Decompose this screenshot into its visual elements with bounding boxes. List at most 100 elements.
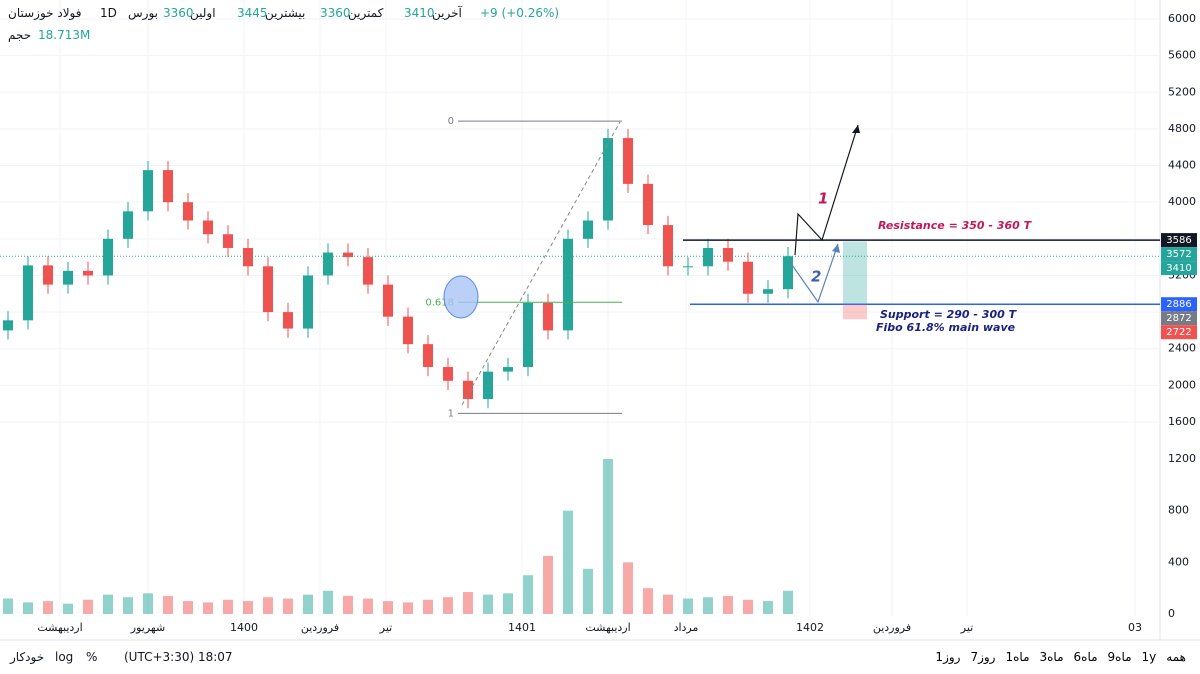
candle-body [63, 270, 73, 285]
volume-bar [3, 598, 13, 614]
volume-bar [783, 590, 793, 614]
y-tick-label: 1600 [1168, 415, 1196, 428]
candle-body [603, 138, 613, 221]
x-tick-label: مرداد [674, 621, 699, 634]
candle-body [703, 247, 713, 267]
volume-bar [363, 598, 373, 614]
x-tick-label: شهریور [130, 621, 165, 634]
candle-body [723, 247, 733, 262]
candle-body [583, 220, 593, 239]
volume-bar [623, 562, 633, 614]
volume-bar [603, 459, 613, 614]
y-tick-label: 4800 [1168, 122, 1196, 135]
background-layer [0, 0, 1160, 616]
log-button[interactable]: log [55, 650, 74, 664]
candle-body [343, 252, 353, 258]
range-button[interactable]: 1روز [935, 650, 961, 664]
percent-button[interactable]: % [86, 650, 98, 664]
volume-bar [243, 601, 253, 614]
volume-bar [743, 599, 753, 614]
candle-body [263, 266, 273, 313]
volume-bar [703, 597, 713, 614]
price-box [1161, 233, 1197, 248]
volume-bar [643, 588, 653, 614]
x-tick-label: تیر [960, 621, 973, 634]
price-box-label: 3572 [1166, 249, 1191, 260]
arrow-head [852, 125, 860, 133]
candle-body [103, 238, 113, 276]
candle-body [23, 265, 33, 321]
volume-bar [223, 599, 233, 614]
y-tick-label: 4000 [1168, 195, 1196, 208]
volume-bar [303, 594, 313, 614]
candle-body [123, 211, 133, 239]
x-tick-label: اردیبهشت [585, 621, 630, 634]
candle-body [323, 252, 333, 276]
range-button[interactable]: همه [1166, 650, 1186, 664]
path-2 [789, 243, 839, 304]
y-tick-label: 5600 [1168, 49, 1196, 62]
price-box-label: 2872 [1166, 313, 1191, 324]
candle-body [443, 367, 453, 381]
range-button[interactable]: 1y [1141, 650, 1157, 664]
price-box [1161, 325, 1197, 340]
range-button[interactable]: 3ماه [1039, 650, 1064, 664]
volume-bar [43, 601, 53, 614]
candle-body [183, 202, 193, 221]
range-button[interactable]: 7روز [970, 650, 996, 664]
y-tick-label: 2000 [1168, 378, 1196, 391]
candle-body [743, 261, 753, 294]
x-tick-label: 1400 [230, 621, 258, 634]
x-tick-label: فروردین [301, 621, 339, 634]
volume-bar [523, 575, 533, 614]
volume-bar [123, 597, 133, 614]
volume-bar [283, 598, 293, 614]
candle-body [403, 316, 413, 345]
volume-tick-label: 0 [1168, 607, 1175, 620]
candle-body [43, 265, 53, 285]
candle-body [143, 170, 153, 212]
volume-bar [483, 594, 493, 614]
high-label: بیشترین [265, 6, 306, 20]
x-tick-label: تیر [379, 621, 392, 634]
volume-bar [343, 595, 353, 614]
volume-tick-label: 800 [1168, 504, 1189, 517]
volume-bar [183, 601, 193, 614]
open-value: 3360 [163, 6, 194, 20]
price-box [1161, 297, 1197, 312]
candle-body [663, 225, 673, 267]
highlight-circle [443, 275, 479, 319]
range-button[interactable]: 6ماه [1073, 650, 1098, 664]
volume-bar [263, 597, 273, 614]
candle-body [3, 320, 13, 331]
path-2-label: 2 [811, 268, 821, 286]
volume-bar [443, 597, 453, 614]
range-button[interactable]: 1ماه [1005, 650, 1030, 664]
volume-bar [23, 602, 33, 614]
y-tick-label: 6000 [1168, 12, 1196, 25]
candle-body [503, 367, 513, 372]
candle-body [623, 138, 633, 184]
candle-body [483, 371, 493, 400]
volume-bar [383, 601, 393, 614]
price-box [1161, 247, 1197, 262]
arrow-head [832, 244, 840, 253]
low-label: کمترین [348, 6, 384, 20]
candle-body [543, 302, 553, 331]
auto-button[interactable]: خودکار [10, 650, 45, 664]
volume-bar [203, 602, 213, 614]
volume-bar [403, 602, 413, 614]
price-box-label: 2886 [1166, 299, 1191, 310]
candle-body [423, 344, 433, 368]
timezone[interactable]: (UTC+3:30) 18:07 [124, 650, 233, 664]
marks-layer: 1600200024002800320036004000440048005200… [0, 12, 1197, 634]
price-box [1161, 261, 1197, 276]
fib-trend [461, 121, 621, 406]
range-button[interactable]: 9ماه [1107, 650, 1132, 664]
x-tick-label: فروردین [873, 621, 911, 634]
fib-label: 0.618 [425, 297, 454, 308]
candle-body [163, 170, 173, 203]
volume-bar [563, 510, 573, 614]
y-tick-label: 2400 [1168, 342, 1196, 355]
